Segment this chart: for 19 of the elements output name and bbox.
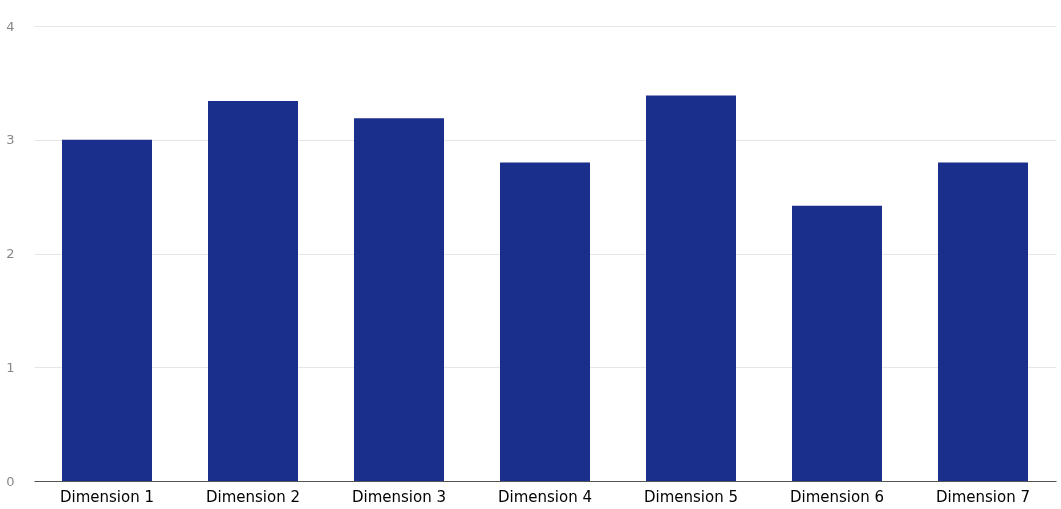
y-tick-label: 1 (6, 359, 15, 375)
y-tick-label: 4 (6, 18, 15, 34)
bar (208, 101, 298, 481)
x-tick-label: Dimension 4 (497, 487, 593, 506)
x-tick-label: Dimension 7 (935, 487, 1031, 506)
x-tick-label: Dimension 3 (351, 487, 447, 506)
bar (354, 118, 444, 481)
x-tick-label: Dimension 1 (59, 487, 155, 506)
y-tick-label: 2 (6, 246, 15, 261)
bar (646, 95, 736, 481)
x-tick-label: Dimension 2 (205, 487, 301, 506)
x-tick-label: Dimension 5 (643, 487, 739, 506)
y-tick-label: 3 (6, 132, 15, 148)
bar (500, 162, 590, 481)
y-tick-label: 0 (6, 473, 15, 489)
bar (62, 139, 152, 481)
bar (792, 205, 882, 481)
bar (938, 162, 1028, 481)
x-tick-label: Dimension 6 (789, 487, 885, 506)
